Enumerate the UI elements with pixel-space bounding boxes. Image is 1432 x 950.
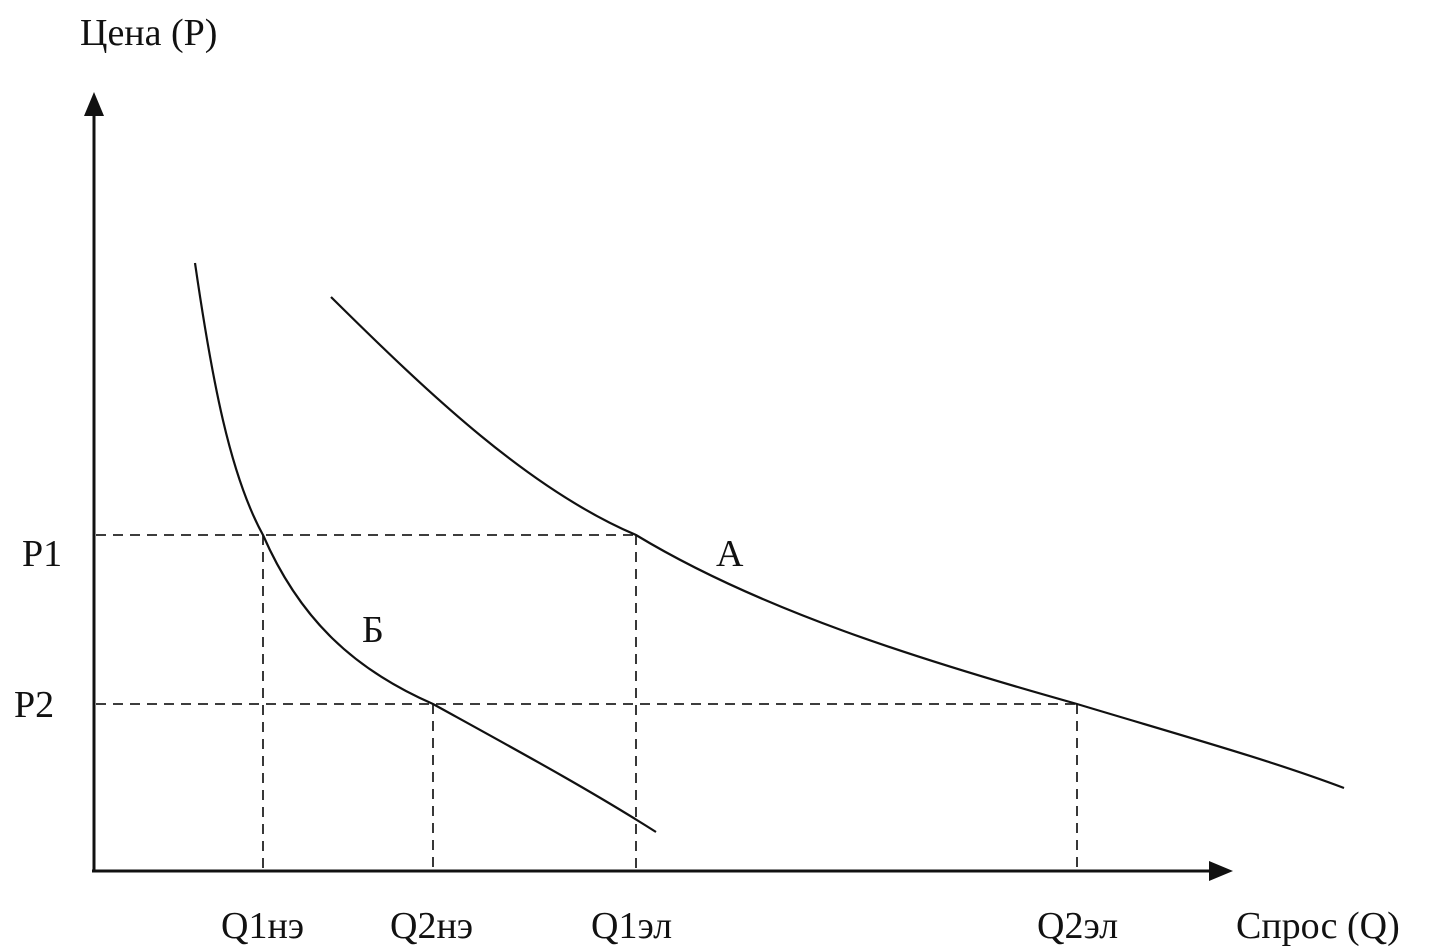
curve-label-b: Б: [362, 609, 384, 651]
y-axis-arrow: [84, 92, 104, 116]
demand-curve-inelastic: [193, 262, 657, 833]
quantity-label-q2-elastic: Q2эл: [1037, 905, 1118, 947]
curve-label-a: А: [716, 533, 744, 575]
price-label-p2: P2: [14, 684, 54, 726]
price-label-p1: P1: [22, 533, 62, 575]
quantity-label-q2-inelastic: Q2нэ: [390, 905, 473, 947]
quantity-label-q1-inelastic: Q1нэ: [221, 905, 304, 947]
demand-curve-elastic: [330, 296, 1345, 790]
x-axis-label: Спрос (Q): [1236, 905, 1400, 947]
quantity-label-q1-elastic: Q1эл: [591, 905, 672, 947]
x-axis-arrow: [1209, 861, 1233, 881]
y-axis-label: Цена (P): [80, 12, 217, 54]
